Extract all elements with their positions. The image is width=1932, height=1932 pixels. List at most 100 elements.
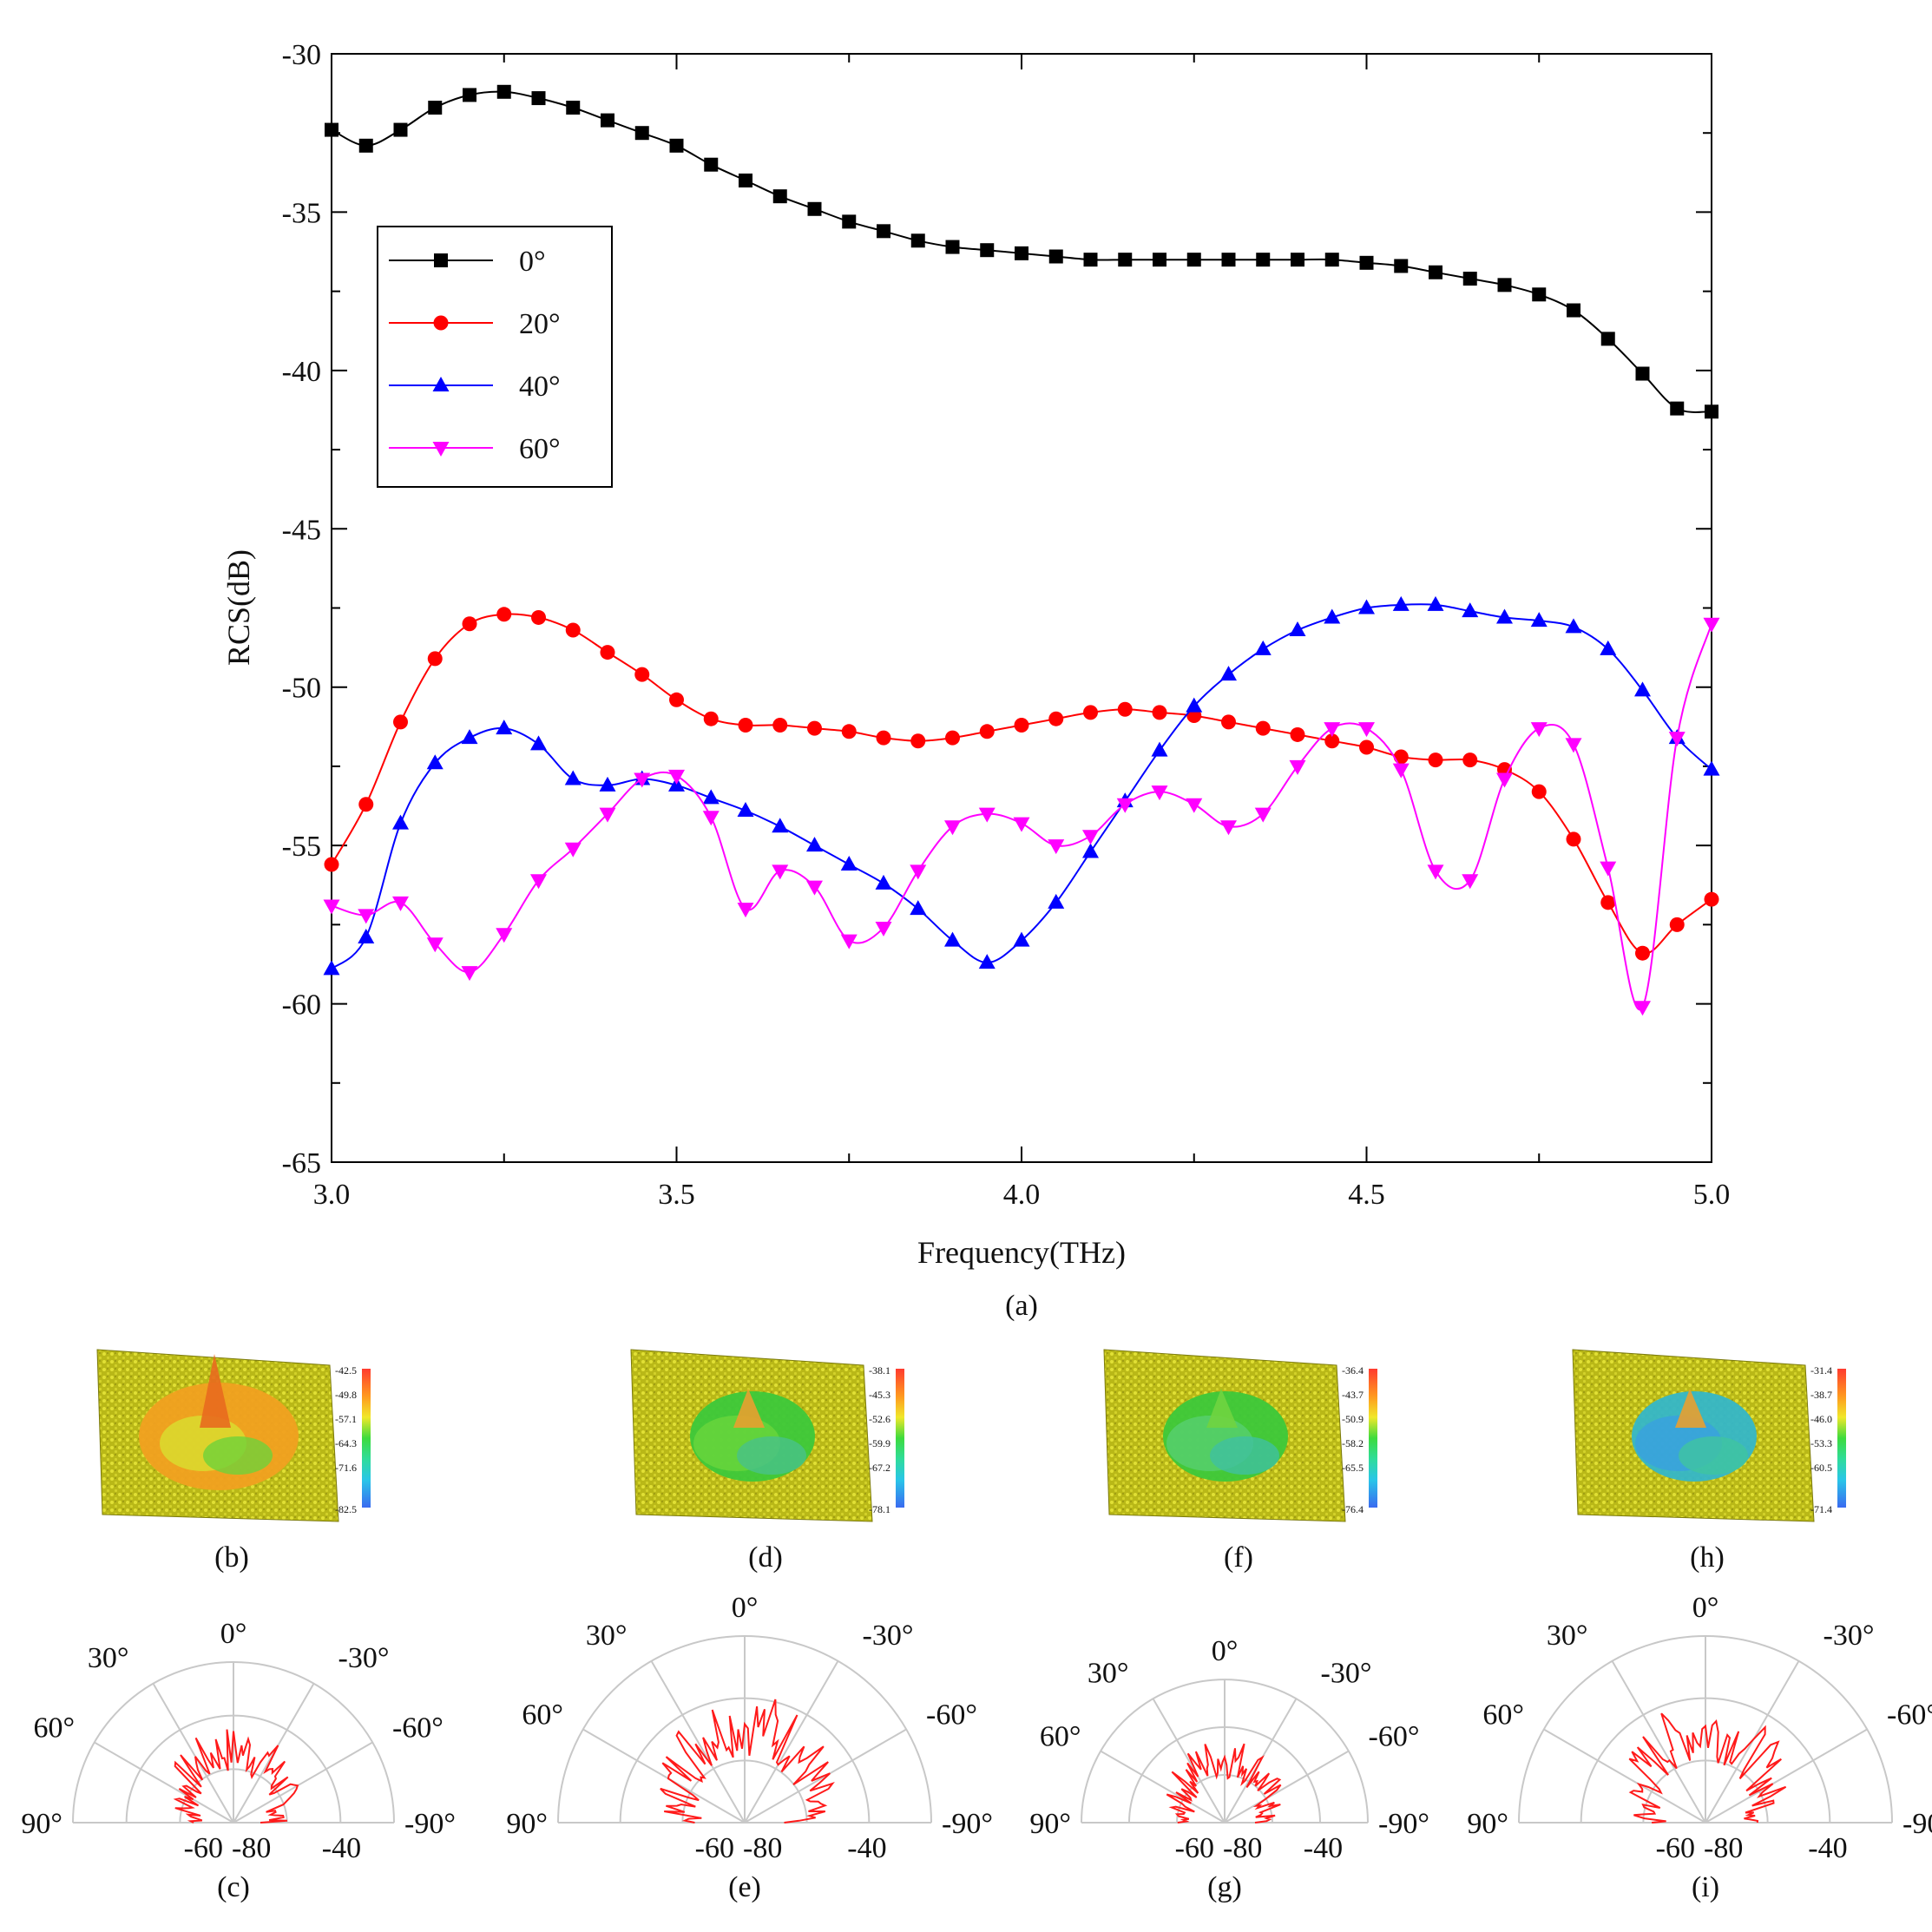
polar-radial-label: -40 [322, 1832, 361, 1864]
data-point [1153, 253, 1166, 267]
series-3 [323, 617, 1720, 1016]
polar-spoke [1152, 1698, 1226, 1824]
colorbar-label: -38.1 [869, 1364, 890, 1377]
surface-blob-shade [737, 1436, 806, 1475]
legend-label: 0° [519, 246, 546, 278]
y-tick-label: -35 [282, 197, 321, 229]
data-point [1186, 697, 1203, 713]
colorbar-label: -38.7 [1810, 1389, 1832, 1401]
polar-angle-label: 90° [506, 1808, 548, 1840]
polar-radial-label: -60 [695, 1832, 734, 1864]
surface-blob-shade [1210, 1436, 1279, 1475]
data-point [910, 900, 927, 916]
data-point [1221, 253, 1236, 267]
y-tick-label: -45 [282, 514, 321, 546]
data-point [1324, 253, 1339, 267]
data-point [1496, 772, 1513, 788]
legend-box [377, 226, 613, 488]
data-point [1289, 759, 1306, 775]
legend-marker [432, 442, 450, 457]
polar-pattern [173, 1729, 299, 1824]
polar-angle-label: 0° [732, 1592, 759, 1624]
x-axis-ticks: 3.0 3.5 4.0 4.5 5.0 [313, 54, 1730, 1211]
data-point [1324, 608, 1341, 624]
data-point [875, 922, 892, 937]
polar-angle-label: 30° [586, 1620, 628, 1652]
data-point [1496, 608, 1513, 624]
polar-spoke [582, 1728, 746, 1824]
data-point [1704, 891, 1719, 907]
polar-angle-label: -60° [1887, 1699, 1932, 1732]
data-point [564, 842, 582, 858]
surface-blob-shade [203, 1436, 273, 1475]
polar-angle-label: -30° [338, 1642, 390, 1674]
polar-angle-label: 90° [1467, 1808, 1508, 1840]
polar-spoke [1224, 1750, 1350, 1824]
data-point [1254, 640, 1272, 655]
colorbar-label: -64.3 [335, 1437, 357, 1449]
y-tick-label: -50 [282, 673, 321, 705]
colorbar-label: -57.1 [335, 1413, 357, 1425]
data-point [530, 874, 547, 890]
data-point [323, 960, 340, 976]
polar-angle-label: -90° [1378, 1808, 1429, 1840]
polar-radial-label: -80 [1704, 1832, 1743, 1864]
data-point [979, 724, 995, 739]
colorbar-label: -36.4 [1342, 1364, 1364, 1377]
data-point [910, 233, 925, 248]
data-point [1324, 733, 1340, 749]
polar-spoke [152, 1683, 234, 1824]
y-tick-label: -65 [282, 1147, 321, 1180]
polar-angle-label: 30° [1088, 1657, 1129, 1689]
polar-pattern [1628, 1712, 1787, 1824]
data-point [463, 88, 476, 102]
surface-caption: (b) [214, 1541, 249, 1574]
data-point [668, 769, 685, 785]
polar-angle-label: 0° [1212, 1635, 1239, 1667]
legend: 0° 20° 40° 60° [377, 226, 613, 488]
data-point [807, 720, 822, 736]
data-point [702, 811, 720, 826]
y-tick-label: -40 [282, 356, 321, 388]
data-point [392, 814, 409, 830]
data-point [1221, 714, 1236, 730]
data-point [772, 818, 789, 833]
polar-spoke [94, 1741, 234, 1824]
data-point [1186, 253, 1201, 267]
data-point [1359, 255, 1374, 270]
colorbar-label: -52.6 [869, 1413, 890, 1425]
data-point [599, 776, 616, 792]
colorbar-label: -59.9 [869, 1437, 890, 1449]
data-point [1530, 612, 1548, 628]
data-point [1254, 807, 1272, 823]
data-point [1532, 287, 1547, 302]
polar-pattern [660, 1699, 835, 1824]
polar-radial-label: -60 [1175, 1832, 1214, 1864]
series-1 [324, 607, 1719, 961]
data-point [1048, 711, 1064, 726]
polar-plots: 0° 30° -30° 60° -60° 90° -90° -60 -80 -40 (c) 0° 30°… [21, 1592, 1932, 1903]
legend-marker [434, 253, 448, 267]
data-point [1116, 798, 1134, 813]
data-point [426, 937, 444, 953]
surface-plots: -42.5 -49.8 -57.1 -64.3 -71.6 -82.5 (b) -38.1 -4… [96, 1349, 1846, 1574]
colorbar-label: -78.1 [869, 1503, 890, 1515]
series-2 [323, 595, 1720, 976]
data-point [1462, 752, 1478, 768]
data-point [601, 113, 614, 128]
data-point [1566, 831, 1581, 847]
data-point [877, 224, 890, 239]
polar-angle-label: -30° [1321, 1657, 1372, 1689]
data-point [772, 717, 788, 733]
series-layer [323, 84, 1720, 1016]
data-point [530, 735, 547, 751]
data-point [1600, 861, 1617, 877]
x-tick-label: 3.5 [658, 1179, 695, 1211]
data-point [1289, 621, 1306, 637]
polar-angle-label: -30° [863, 1620, 914, 1652]
data-point [496, 720, 513, 735]
data-point [772, 864, 789, 880]
colorbar-label: -31.4 [1810, 1364, 1832, 1377]
polar-angle-label: -90° [1902, 1808, 1932, 1840]
data-point [739, 173, 752, 187]
